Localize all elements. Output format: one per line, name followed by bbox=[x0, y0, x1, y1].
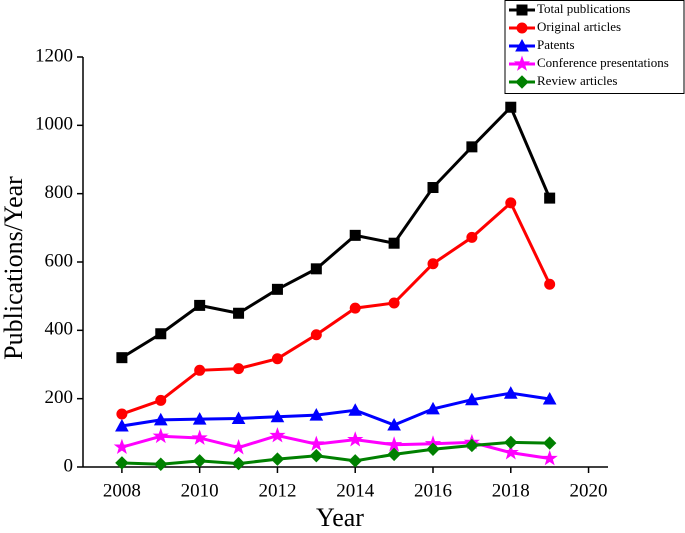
marker bbox=[348, 454, 362, 468]
series-line bbox=[121, 104, 552, 359]
marker bbox=[233, 307, 245, 319]
y-tick-label: 200 bbox=[45, 387, 74, 408]
marker bbox=[233, 363, 245, 375]
marker bbox=[115, 418, 129, 432]
legend-label: Original articles bbox=[537, 19, 621, 34]
marker bbox=[153, 412, 168, 426]
marker bbox=[387, 417, 401, 431]
marker bbox=[513, 55, 531, 71]
marker bbox=[466, 231, 478, 243]
marker bbox=[515, 38, 529, 52]
marker bbox=[388, 297, 400, 309]
marker bbox=[230, 438, 247, 455]
marker bbox=[541, 449, 558, 466]
x-tick-label: 2018 bbox=[492, 480, 530, 501]
series-line bbox=[121, 200, 552, 416]
marker bbox=[231, 456, 246, 471]
marker bbox=[386, 436, 403, 452]
marker bbox=[427, 182, 439, 194]
marker bbox=[348, 403, 363, 416]
x-tick-label: 2016 bbox=[414, 480, 452, 501]
marker bbox=[310, 329, 322, 341]
y-tick-label: 1000 bbox=[35, 114, 73, 135]
marker bbox=[544, 278, 556, 290]
x-tick-label: 2012 bbox=[258, 480, 296, 501]
marker bbox=[542, 436, 557, 450]
marker bbox=[504, 435, 518, 450]
x-tick-label: 2020 bbox=[570, 480, 608, 501]
marker bbox=[310, 263, 322, 275]
x-tick-label: 2014 bbox=[336, 480, 375, 501]
marker bbox=[466, 141, 478, 153]
marker bbox=[505, 101, 517, 113]
y-tick-label: 400 bbox=[45, 319, 74, 340]
marker bbox=[387, 447, 401, 462]
marker bbox=[347, 431, 364, 447]
marker bbox=[309, 408, 324, 421]
marker bbox=[271, 353, 283, 365]
series-line bbox=[121, 434, 550, 460]
marker bbox=[505, 197, 517, 209]
marker bbox=[503, 386, 518, 399]
marker bbox=[269, 427, 286, 443]
y-tick-label: 800 bbox=[45, 182, 74, 203]
marker bbox=[116, 408, 128, 420]
legend-label: Review articles bbox=[537, 73, 618, 88]
legend-label: Total publications bbox=[537, 1, 630, 16]
marker bbox=[516, 22, 528, 34]
marker bbox=[155, 394, 167, 406]
marker bbox=[192, 454, 207, 468]
x-tick-label: 2008 bbox=[103, 480, 141, 501]
legend-label: Conference presentations bbox=[537, 55, 669, 70]
marker bbox=[427, 258, 439, 270]
marker bbox=[271, 283, 283, 295]
marker bbox=[502, 444, 519, 460]
marker bbox=[465, 392, 479, 406]
y-tick-label: 0 bbox=[64, 455, 74, 476]
marker bbox=[191, 429, 208, 445]
series-line bbox=[121, 391, 550, 428]
marker bbox=[113, 438, 130, 455]
marker bbox=[516, 4, 528, 16]
marker bbox=[309, 449, 324, 463]
marker bbox=[349, 229, 361, 241]
y-axis-title: Publications/Year bbox=[0, 176, 28, 360]
marker bbox=[349, 302, 361, 314]
marker bbox=[154, 457, 168, 471]
marker bbox=[426, 401, 440, 415]
marker bbox=[426, 442, 440, 456]
marker bbox=[152, 427, 169, 444]
series-line bbox=[121, 440, 550, 466]
marker bbox=[515, 75, 529, 89]
y-tick-label: 600 bbox=[45, 250, 74, 271]
marker bbox=[542, 391, 557, 405]
x-tick-label: 2010 bbox=[181, 480, 219, 501]
marker bbox=[116, 352, 128, 364]
marker bbox=[270, 409, 285, 423]
marker bbox=[270, 452, 285, 466]
marker bbox=[544, 192, 556, 204]
y-tick-label: 1200 bbox=[35, 45, 73, 66]
legend-label: Patents bbox=[537, 37, 575, 52]
marker bbox=[192, 412, 207, 425]
marker bbox=[308, 435, 325, 452]
marker bbox=[115, 456, 129, 470]
marker bbox=[388, 237, 400, 249]
marker bbox=[194, 364, 206, 376]
legend: Total publications Original articles Paten… bbox=[504, 0, 685, 94]
marker bbox=[155, 328, 167, 340]
x-axis-title: Year bbox=[316, 503, 364, 532]
marker bbox=[465, 438, 479, 453]
marker bbox=[194, 299, 206, 311]
marker bbox=[231, 411, 246, 424]
